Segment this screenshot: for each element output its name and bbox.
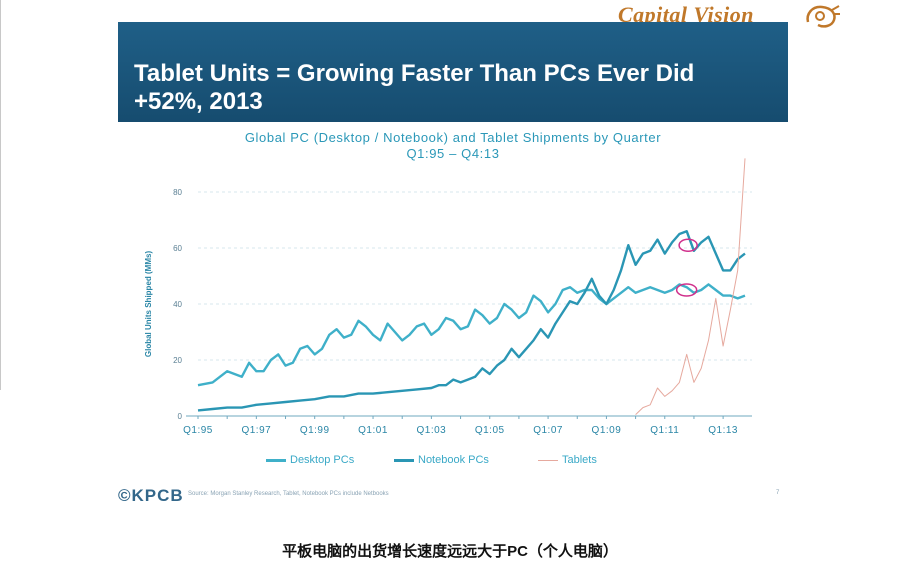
chart-subtitle: Q1:95 – Q4:13 — [406, 146, 500, 161]
legend-swatch-notebook — [394, 458, 414, 462]
slide-subtitle: +52%, 2013 — [134, 88, 263, 115]
chart-series — [197, 158, 746, 415]
x-tick-label-5: Q1:05 — [475, 425, 505, 436]
y-tick-label-4: 80 — [173, 188, 182, 197]
legend-item-tablets: Tablets — [538, 454, 597, 466]
series-line-notebook-pcs — [197, 230, 746, 412]
legend-label-desktop: Desktop PCs — [290, 454, 355, 466]
slide-page-number: 7 — [776, 490, 780, 496]
page-divider — [0, 0, 1, 390]
highlight-circle-desktop — [675, 283, 698, 297]
slide-banner: Tablet Units = Growing Faster Than PCs E… — [118, 22, 788, 122]
chart-grid — [198, 191, 752, 361]
x-tick-label-8: Q1:11 — [650, 425, 679, 436]
x-tick-label-3: Q1:01 — [358, 425, 388, 436]
chart-axes: 0 20 40 60 80 Q1:95 Q1:97 Q1:99 Q1:01 Q1:03 Q1:05 Q… — [144, 188, 752, 436]
source-note: Source: Morgan Stanley Research, Tablet,… — [188, 491, 389, 497]
y-axis-label: Global Units Shipped (MMs) — [144, 251, 153, 358]
x-tick-label-4: Q1:03 — [417, 425, 447, 436]
x-tick-label-0: Q1:95 — [183, 425, 213, 436]
lion-emblem-icon — [806, 5, 840, 28]
legend-swatch-desktop — [266, 458, 286, 462]
x-tick-label-7: Q1:09 — [592, 425, 622, 436]
x-tick-label-6: Q1:07 — [533, 425, 563, 436]
chart-annotations — [675, 238, 698, 297]
legend-item-notebook: Notebook PCs — [394, 454, 489, 466]
series-line-tablets — [635, 158, 746, 415]
presentation-slide: Tablet Units = Growing Faster Than PCs E… — [118, 22, 788, 522]
y-tick-label-3: 60 — [173, 244, 182, 253]
legend-swatch-tablets — [538, 459, 558, 461]
slide-title: Tablet Units = Growing Faster Than PCs E… — [134, 60, 695, 87]
y-tick-label-0: 0 — [178, 412, 183, 421]
chinese-caption: 平板电脑的出货增长速度远远大于PC（个人电脑） — [282, 543, 618, 560]
highlight-circle-notebook — [678, 238, 698, 252]
x-tick-label-9: Q1:13 — [708, 425, 738, 436]
series-line-desktop-pcs — [197, 283, 746, 387]
y-tick-label-2: 40 — [173, 300, 182, 309]
kpcb-logo: ©KPCB — [118, 486, 184, 505]
legend-label-notebook: Notebook PCs — [418, 454, 489, 466]
x-tick-label-1: Q1:97 — [241, 425, 271, 436]
legend-label-tablets: Tablets — [562, 454, 597, 466]
shipments-chart: 0 20 40 60 80 Q1:95 Q1:97 Q1:99 Q1:01 Q1:03 Q1:05 Q… — [144, 158, 752, 436]
chart-title: Global PC (Desktop / Notebook) and Table… — [244, 130, 662, 145]
x-tick-label-2: Q1:99 — [300, 425, 330, 436]
y-tick-label-1: 20 — [173, 356, 182, 365]
legend-item-desktop: Desktop PCs — [266, 454, 354, 466]
